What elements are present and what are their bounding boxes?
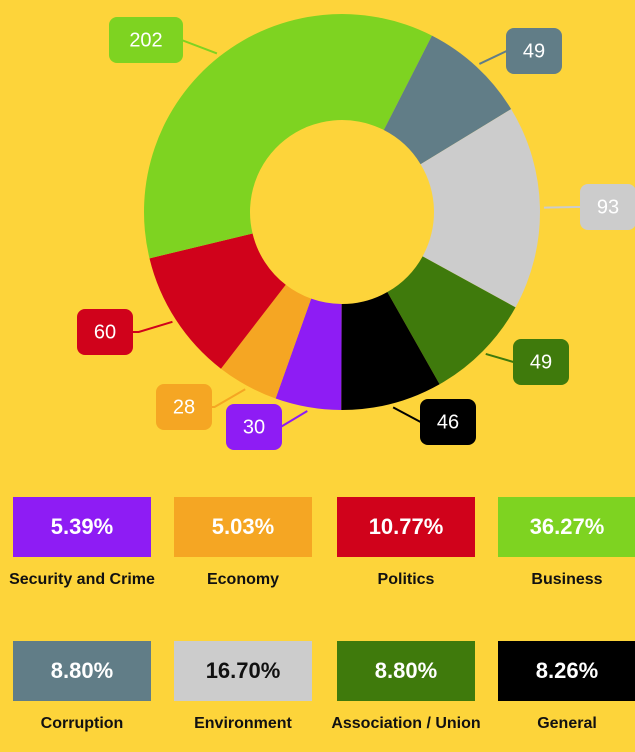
donut-slice (387, 256, 516, 385)
value-label-box (580, 184, 635, 230)
legend-label: Security and Crime (9, 571, 155, 588)
donut-slice (144, 13, 432, 259)
value-label: 30 (243, 416, 265, 438)
legend-label: Association / Union (331, 715, 481, 732)
legend-swatch: 8.80% (337, 641, 475, 701)
value-label-box (77, 309, 133, 355)
legend-swatch: 8.80% (13, 641, 151, 701)
donut-slice (275, 298, 342, 410)
value-label-box (226, 404, 282, 450)
donut-slice (149, 233, 286, 369)
donut-chart: 30 28 60 202 49 93 49 46 (77, 13, 635, 450)
value-label-box (506, 28, 562, 74)
legend-swatch: 5.03% (174, 497, 312, 557)
value-label-box (109, 17, 183, 63)
donut-slice (383, 35, 512, 165)
legend-swatch: 36.27% (498, 497, 635, 557)
value-label: 49 (523, 40, 545, 62)
legend-label: Corruption (40, 715, 124, 732)
donut-slice (220, 284, 312, 399)
legend-swatch: 5.39% (13, 497, 151, 557)
legend-swatch: 8.26% (498, 641, 635, 701)
value-label: 49 (530, 351, 552, 373)
value-label-box (420, 399, 476, 445)
value-label: 46 (437, 411, 459, 433)
value-label-box (156, 384, 212, 430)
value-label-box (513, 339, 569, 385)
legend-swatch: 10.77% (337, 497, 475, 557)
legend-label: Business (531, 571, 603, 588)
value-label: 60 (94, 321, 116, 343)
value-label: 202 (129, 29, 162, 51)
donut-slice (341, 292, 440, 410)
legend-label: General (537, 715, 597, 732)
value-label: 28 (173, 396, 195, 418)
legend-label: Environment (194, 715, 292, 732)
value-label: 93 (597, 196, 619, 218)
donut-slice (420, 109, 540, 308)
legend-swatch: 16.70% (174, 641, 312, 701)
legend-label: Politics (377, 571, 435, 588)
legend-label: Economy (206, 571, 279, 588)
